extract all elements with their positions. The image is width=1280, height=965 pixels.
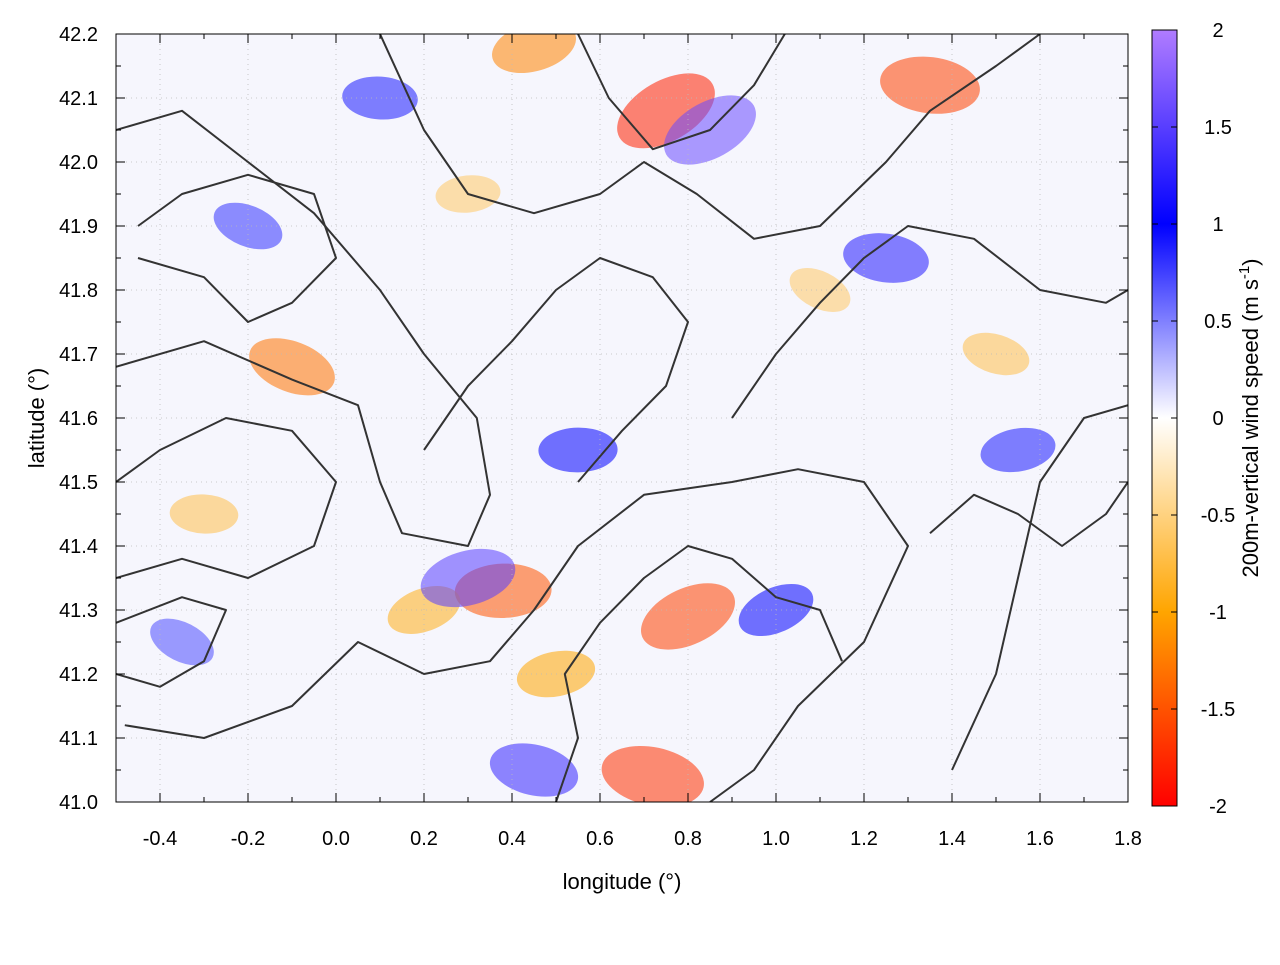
x-tick-label: 0.8 bbox=[674, 828, 702, 850]
y-axis: 41.0 41.1 41.2 41.3 41.4 41.5 41.6 41.7 41.8 41.9… bbox=[59, 24, 1128, 814]
updraft-cell bbox=[213, 202, 283, 250]
y-tick-label: 41.7 bbox=[59, 344, 98, 366]
colorbar-tick-label: 1.5 bbox=[1204, 117, 1232, 139]
y-tick-label: 41.4 bbox=[59, 536, 98, 558]
x-tick-label: -0.2 bbox=[231, 828, 265, 850]
colorbar-tick-label: -1.5 bbox=[1201, 699, 1235, 721]
y-tick-label: 41.5 bbox=[59, 472, 98, 494]
colorbar-ticks: -2 -1.5 -1 -0.5 0 0.5 1 1.5 2 bbox=[1152, 20, 1235, 818]
downdraft-cell bbox=[641, 583, 735, 650]
x-tick-label: -0.4 bbox=[143, 828, 177, 850]
colorbar-title-close: ) bbox=[1238, 258, 1263, 265]
x-tick-label: 0.2 bbox=[410, 828, 438, 850]
y-tick-label: 41.9 bbox=[59, 216, 98, 238]
terrain-contour bbox=[423, 257, 689, 483]
terrain-contour bbox=[116, 596, 227, 688]
colorbar-tick-label: -2 bbox=[1209, 796, 1227, 818]
downdraft-cell bbox=[789, 268, 851, 312]
terrain-contour bbox=[124, 468, 909, 802]
y-tick-label: 42.0 bbox=[59, 152, 98, 174]
y-tick-label: 41.3 bbox=[59, 600, 98, 622]
colorbar-tick-label: 2 bbox=[1212, 20, 1223, 42]
downdraft-cell bbox=[601, 745, 704, 802]
y-tick-label: 41.0 bbox=[59, 792, 98, 814]
x-tick-label: 1.4 bbox=[938, 828, 966, 850]
x-axis-title: longitude (°) bbox=[563, 869, 682, 894]
colorbar: -2 -1.5 -1 -0.5 0 0.5 1 1.5 2 200m-vertical wind… bbox=[1151, 20, 1263, 818]
x-tick-label: 1.6 bbox=[1026, 828, 1054, 850]
plot-area bbox=[115, 33, 1129, 803]
x-tick-label: 0.6 bbox=[586, 828, 614, 850]
updraft-cell bbox=[538, 427, 618, 473]
y-tick-label: 41.1 bbox=[59, 728, 98, 750]
colorbar-tick-label: -0.5 bbox=[1201, 505, 1235, 527]
terrain-contour bbox=[951, 404, 1128, 771]
x-tick-label: 1.0 bbox=[762, 828, 790, 850]
y-tick-label: 41.8 bbox=[59, 280, 98, 302]
terrain-contour bbox=[116, 417, 337, 579]
terrain-contour bbox=[379, 34, 1041, 240]
downdraft-cell bbox=[169, 494, 239, 534]
x-tick-label: 1.2 bbox=[850, 828, 878, 850]
wind-field-layer bbox=[150, 34, 1056, 802]
x-axis: -0.4 -0.2 0.0 0.2 0.4 0.6 0.8 1.0 1.2 1.4 1.6 1.8 bbox=[143, 34, 1142, 850]
updraft-cell bbox=[420, 548, 516, 608]
y-tick-label: 41.2 bbox=[59, 664, 98, 686]
y-tick-label: 42.2 bbox=[59, 24, 98, 46]
x-tick-label: 0.4 bbox=[498, 828, 526, 850]
colorbar-tick-label: 1 bbox=[1212, 214, 1223, 236]
updraft-cell bbox=[980, 427, 1056, 473]
colorbar-title-superscript: -1 bbox=[1236, 266, 1253, 279]
terrain-contour bbox=[116, 109, 491, 547]
terrain-contour bbox=[731, 225, 1128, 419]
colorbar-tick-label: 0 bbox=[1212, 408, 1223, 430]
terrain-contour bbox=[577, 34, 786, 151]
updraft-cell bbox=[150, 618, 214, 666]
downdraft-cell bbox=[880, 56, 980, 114]
downdraft-cell bbox=[492, 34, 576, 74]
y-axis-title: latitude (°) bbox=[24, 368, 49, 469]
downdraft-cell bbox=[249, 338, 335, 396]
y-tick-label: 41.6 bbox=[59, 408, 98, 430]
updraft-cell bbox=[843, 233, 929, 283]
colorbar-title: 200m-vertical wind speed (m s-1) bbox=[1236, 258, 1263, 577]
updraft-cell bbox=[489, 743, 579, 797]
colorbar-title-main: 200m-vertical wind speed (m s bbox=[1238, 279, 1263, 577]
updraft-cell bbox=[342, 76, 418, 120]
terrain-contour bbox=[137, 173, 337, 323]
colorbar-tick-label: 0.5 bbox=[1204, 311, 1232, 333]
x-tick-label: 0.0 bbox=[322, 828, 350, 850]
colorbar-tick-label: -1 bbox=[1209, 602, 1227, 624]
terrain-contour-layer bbox=[116, 34, 1128, 802]
terrain-contour bbox=[555, 545, 843, 802]
x-tick-label: 1.8 bbox=[1114, 828, 1142, 850]
y-tick-label: 42.1 bbox=[59, 88, 98, 110]
terrain-contour bbox=[929, 481, 1128, 547]
